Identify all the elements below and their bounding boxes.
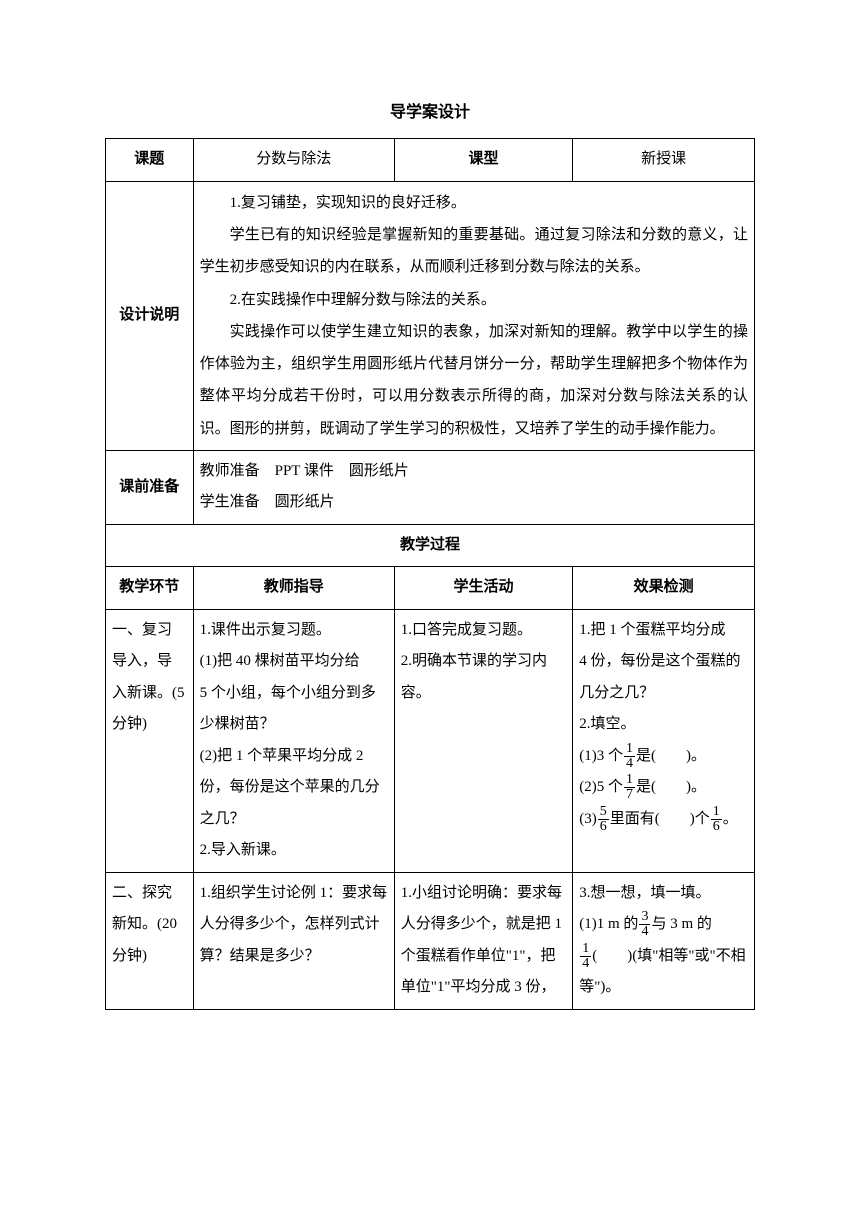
frac-num: 1 [711, 805, 722, 820]
s2-c1a: 二、探究新知。(20 [112, 885, 177, 933]
fraction-1-4b: 14 [580, 942, 591, 971]
design-row: 设计说明 1.复习铺垫，实现知识的良好迁移。 学生已有的知识经验是掌握新知的重要… [106, 181, 755, 450]
s1-c4d-post: 是( )。 [636, 748, 706, 764]
s1-c1b: 分钟) [112, 709, 187, 741]
s2-c2a: 1.组织学生讨论例 1：要求每人分得多少个，怎样列式计算？结果是多少？ [200, 878, 388, 973]
section-1-row: 一、复习导入，导入新课。(5 分钟) 1.课件出示复习题。 (1)把 40 棵树… [106, 609, 755, 872]
section-2-check: 3.想一想，填一填。 (1)1 m 的34与 3 m 的 14( )(填"相等"… [573, 872, 755, 1009]
frac-num: 3 [639, 910, 650, 925]
section-1-check: 1.把 1 个蛋糕平均分成 4 份，每份是这个蛋糕的几分之几？ 2.填空。 (1… [573, 609, 755, 872]
header-row: 课题 分数与除法 课型 新授课 [106, 139, 755, 182]
columns-header-row: 教学环节 教师指导 学生活动 效果检测 [106, 567, 755, 610]
s1-c4d-pre: (1)3 个 [579, 748, 623, 764]
prep-line2: 学生准备 圆形纸片 [200, 487, 748, 519]
s2-c1b: 分钟) [112, 941, 187, 973]
prep-line1: 教师准备 PPT 课件 圆形纸片 [200, 456, 748, 488]
s1-c4a: 1.把 1 个蛋糕平均分成 [579, 615, 748, 647]
s2-c3b: 个蛋糕看作单位"1"，把单位"1"平均分成 3 份， [401, 941, 566, 1004]
s2-c4c-post: ( )(填"相等"或"不相等")。 [579, 948, 745, 996]
s2-c3a: 1.小组讨论明确：要求每人分得多少个，就是把 1 [401, 878, 566, 941]
design-content: 1.复习铺垫，实现知识的良好迁移。 学生已有的知识经验是掌握新知的重要基础。通过… [193, 181, 754, 450]
s1-c1a: 一、复习导入，导入新课。(5 [112, 622, 185, 701]
section-2-student: 1.小组讨论明确：要求每人分得多少个，就是把 1 个蛋糕看作单位"1"，把单位"… [394, 872, 572, 1009]
s2-c4b-pre: (1)1 m 的 [579, 916, 638, 932]
frac-den: 7 [624, 788, 635, 802]
section-1-teacher: 1.课件出示复习题。 (1)把 40 棵树苗平均分给 5 个小组，每个小组分到多… [193, 609, 394, 872]
design-p3: 2.在实践操作中理解分数与除法的关系。 [200, 284, 748, 316]
prep-row: 课前准备 教师准备 PPT 课件 圆形纸片 学生准备 圆形纸片 [106, 450, 755, 524]
s1-c2b: (1)把 40 棵树苗平均分给 [200, 646, 388, 678]
s1-c4d: (1)3 个14是( )。 [579, 741, 748, 773]
s1-c2c: 5 个小组，每个小组分到多少棵树苗？ [200, 678, 388, 741]
s1-c4e-post: 是( )。 [636, 779, 706, 795]
design-p1: 1.复习铺垫，实现知识的良好迁移。 [200, 187, 748, 219]
fraction-1-4: 14 [624, 742, 635, 771]
design-p2: 学生已有的知识经验是掌握新知的重要基础。通过复习除法和分数的意义，让学生初步感受… [200, 219, 748, 284]
s1-c3b: 2.明确本节课的学习内容。 [401, 646, 566, 709]
frac-den: 4 [639, 925, 650, 939]
process-header-row: 教学过程 [106, 524, 755, 567]
s2-c4b-mid: 与 3 m 的 [651, 916, 711, 932]
fraction-5-6: 56 [598, 805, 609, 834]
col-header-4: 效果检测 [573, 567, 755, 610]
s1-c4e-pre: (2)5 个 [579, 779, 623, 795]
s1-c2d: (2)把 1 个苹果平均分成 2 [200, 741, 388, 773]
frac-num: 5 [598, 805, 609, 820]
frac-den: 6 [711, 820, 722, 834]
prep-content: 教师准备 PPT 课件 圆形纸片 学生准备 圆形纸片 [193, 450, 754, 524]
section-1-student: 1.口答完成复习题。 2.明确本节课的学习内容。 [394, 609, 572, 872]
design-label: 设计说明 [106, 181, 194, 450]
col-header-3: 学生活动 [394, 567, 572, 610]
section-2-row: 二、探究新知。(20 分钟) 1.组织学生讨论例 1：要求每人分得多少个，怎样列… [106, 872, 755, 1009]
frac-num: 1 [624, 742, 635, 757]
value-type: 新授课 [573, 139, 755, 182]
section-2-teacher: 1.组织学生讨论例 1：要求每人分得多少个，怎样列式计算？结果是多少？ [193, 872, 394, 1009]
col-header-1: 教学环节 [106, 567, 194, 610]
frac-den: 6 [598, 820, 609, 834]
frac-den: 4 [580, 957, 591, 971]
s1-c4c: 2.填空。 [579, 709, 748, 741]
frac-den: 4 [624, 757, 635, 771]
s1-c4e: (2)5 个17是( )。 [579, 772, 748, 804]
process-header: 教学过程 [106, 524, 755, 567]
s1-c4b: 4 份，每份是这个蛋糕的几分之几？ [579, 646, 748, 709]
s1-c4f-mid: 里面有( )个 [610, 811, 710, 827]
col-header-2: 教师指导 [193, 567, 394, 610]
s2-c4c: 14( )(填"相等"或"不相等")。 [579, 941, 748, 1004]
frac-num: 1 [624, 773, 635, 788]
document-title: 导学案设计 [105, 98, 755, 128]
s2-c4b: (1)1 m 的34与 3 m 的 [579, 909, 748, 941]
s1-c4f-pre: (3) [579, 811, 597, 827]
s1-c4f-post: 。 [723, 811, 738, 827]
s1-c3a: 1.口答完成复习题。 [401, 615, 566, 647]
lesson-plan-table: 课题 分数与除法 课型 新授课 设计说明 1.复习铺垫，实现知识的良好迁移。 学… [105, 138, 755, 1010]
s1-c2e: 份，每份是这个苹果的几分之几？ [200, 772, 388, 835]
label-type: 课型 [394, 139, 572, 182]
s1-c4f: (3)56里面有( )个16。 [579, 804, 748, 836]
prep-label: 课前准备 [106, 450, 194, 524]
fraction-1-7: 17 [624, 773, 635, 802]
s1-c2f: 2.导入新课。 [200, 835, 388, 867]
s1-c2a: 1.课件出示复习题。 [200, 615, 388, 647]
section-1-stage: 一、复习导入，导入新课。(5 分钟) [106, 609, 194, 872]
fraction-3-4: 34 [639, 910, 650, 939]
design-p4: 实践操作可以使学生建立知识的表象，加深对新知的理解。教学中以学生的操作体验为主，… [200, 316, 748, 445]
s2-c4a: 3.想一想，填一填。 [579, 878, 748, 910]
value-topic: 分数与除法 [193, 139, 394, 182]
label-topic: 课题 [106, 139, 194, 182]
fraction-1-6: 16 [711, 805, 722, 834]
frac-num: 1 [580, 942, 591, 957]
section-2-stage: 二、探究新知。(20 分钟) [106, 872, 194, 1009]
